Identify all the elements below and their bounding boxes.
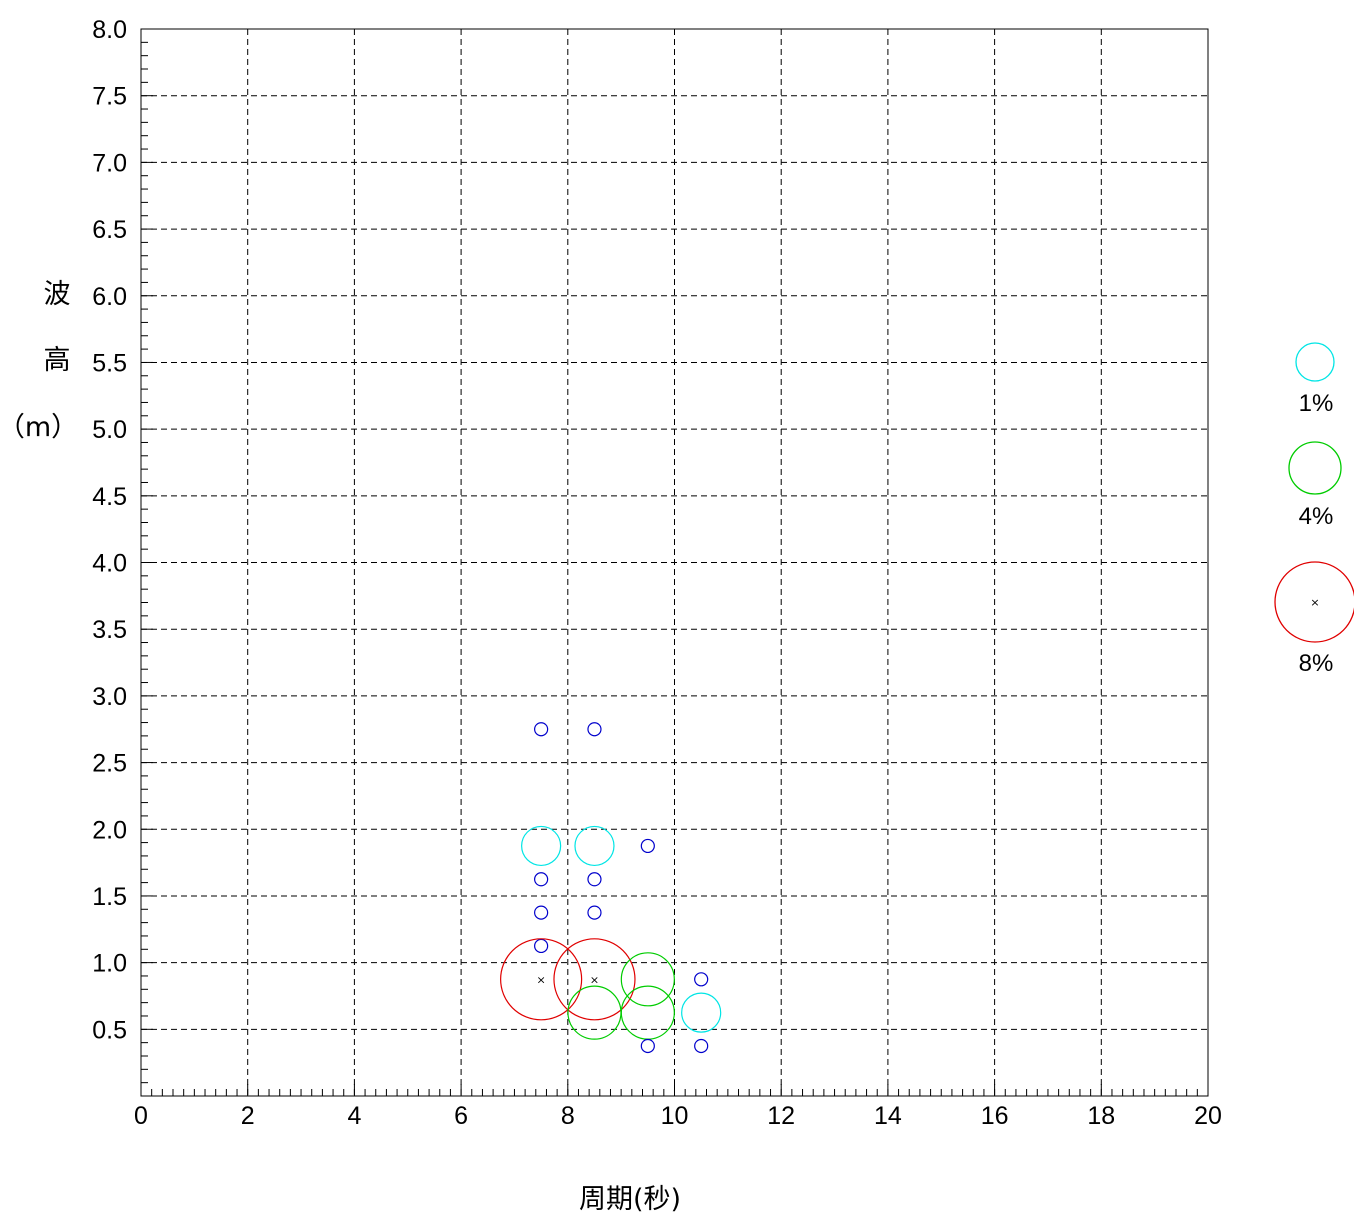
y-tick-label: 1.0 — [92, 950, 127, 978]
data-points: × × — [500, 722, 722, 1054]
x-tick-label: 4 — [347, 1102, 361, 1130]
y-tick-label: 3.5 — [92, 616, 127, 644]
data-point — [587, 872, 602, 887]
data-point — [500, 938, 583, 1021]
y-tick-label: 2.5 — [92, 750, 127, 778]
x-tick-label: 12 — [767, 1102, 795, 1130]
data-point — [587, 905, 602, 920]
y-tick-label: 8.0 — [92, 16, 127, 44]
x-tick-label: 8 — [561, 1102, 575, 1130]
legend-symbol-8pct-center-mark: × — [1310, 596, 1319, 609]
x-axis-label: 周期(秒) — [579, 1184, 681, 1215]
y-axis-label-char-1: 波 — [44, 279, 71, 310]
x-axis-tick-labels: 0 2 4 6 8 10 12 14 16 18 20 — [134, 1102, 1222, 1130]
y-tick-label: 4.0 — [92, 550, 127, 578]
data-point — [521, 825, 562, 867]
y-axis-label-char-2: 高 — [44, 345, 71, 376]
data-point-center-mark: × — [537, 973, 546, 986]
legend-symbol-1pct — [1295, 342, 1335, 382]
y-tick-label: 5.0 — [92, 416, 127, 444]
x-tick-label: 10 — [661, 1102, 689, 1130]
grid-layer — [141, 29, 1208, 1096]
y-tick-label: 2.0 — [92, 816, 127, 844]
data-point — [534, 905, 549, 920]
x-tick-label: 0 — [134, 1102, 148, 1130]
minor-tick-layer — [140, 28, 1209, 1097]
y-tick-label: 3.0 — [92, 683, 127, 711]
x-tick-label: 14 — [874, 1102, 902, 1130]
plot-area-frame — [140, 28, 1209, 1097]
x-tick-label: 16 — [981, 1102, 1009, 1130]
legend-label-1pct: 1% — [1299, 390, 1334, 417]
legend-symbol-4pct — [1288, 441, 1342, 495]
y-tick-label: 1.5 — [92, 883, 127, 911]
data-point — [567, 985, 622, 1040]
y-tick-label: 6.5 — [92, 216, 127, 244]
y-tick-label: 7.5 — [92, 83, 127, 111]
y-tick-label: 4.5 — [92, 483, 127, 511]
x-tick-label: 20 — [1194, 1102, 1222, 1130]
data-point — [587, 722, 602, 737]
x-tick-label: 2 — [241, 1102, 255, 1130]
y-axis-tick-labels: 0.5 1.0 1.5 2.0 2.5 3.0 3.5 4.0 4.5 5.0 5.5 6.0 6.5 7… — [92, 16, 127, 1044]
data-point — [640, 1038, 655, 1054]
data-point-center-mark: × — [590, 973, 599, 986]
y-tick-label: 0.5 — [92, 1016, 127, 1044]
data-point — [534, 722, 549, 737]
x-tick-label: 18 — [1087, 1102, 1115, 1130]
data-point — [694, 1038, 709, 1054]
legend-symbol-8pct — [1274, 561, 1354, 643]
legend-label-8pct: 8% — [1299, 650, 1334, 677]
data-point — [620, 952, 675, 1007]
legend: 1% 4% × 8% — [1274, 342, 1354, 677]
data-point — [640, 838, 655, 854]
data-point — [681, 992, 722, 1033]
y-tick-label: 5.5 — [92, 349, 127, 377]
data-point — [534, 938, 549, 954]
data-point — [553, 938, 636, 1021]
y-tick-label: 7.0 — [92, 149, 127, 177]
data-point — [620, 985, 675, 1040]
y-tick-label: 6.0 — [92, 283, 127, 311]
data-point — [574, 825, 615, 867]
legend-label-4pct: 4% — [1299, 503, 1334, 530]
y-axis-label-unit: （m） — [0, 412, 78, 443]
data-point — [694, 972, 709, 987]
data-point — [534, 872, 549, 887]
x-tick-label: 6 — [454, 1102, 468, 1130]
